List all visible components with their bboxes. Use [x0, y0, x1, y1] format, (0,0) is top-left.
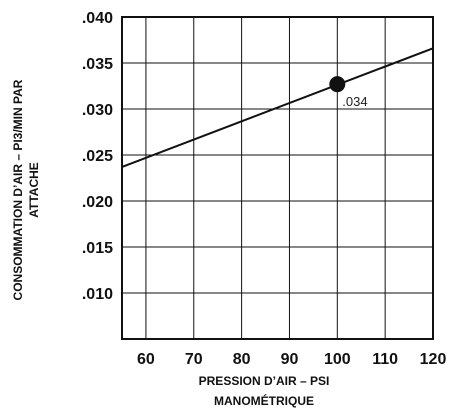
x-tick-labels: 60 70 80 90 100 110 120	[137, 351, 446, 368]
plot-frame	[121, 16, 434, 340]
y-tick-.030: .030	[82, 102, 113, 119]
x-axis-title-line1: PRESSION D’AIR – PSI	[199, 374, 330, 388]
highlight-point-label: .034	[342, 94, 367, 109]
x-tick-120: 120	[420, 351, 447, 368]
x-tick-100: 100	[324, 351, 351, 368]
x-tick-90: 90	[281, 351, 299, 368]
x-tick-70: 70	[185, 351, 203, 368]
y-tick-labels: .010 .015 .020 .025 .030 .035 .040	[82, 10, 113, 303]
y-tick-.010: .010	[82, 286, 113, 303]
y-tick-.025: .025	[82, 148, 113, 165]
y-tick-.040: .040	[82, 10, 113, 27]
y-tick-.035: .035	[82, 56, 113, 73]
series-line	[121, 47, 434, 168]
highlight-point	[329, 76, 346, 93]
x-tick-80: 80	[233, 351, 251, 368]
x-axis-title-line2: MANOMÉTRIQUE	[214, 393, 314, 408]
y-axis-title-line2: ATTACHE	[27, 162, 41, 218]
x-tick-110: 110	[372, 351, 398, 368]
y-tick-.015: .015	[82, 240, 113, 257]
y-axis-title-line1: CONSOMMATION D’AIR – PI3/MIN PAR	[11, 79, 25, 300]
x-tick-60: 60	[137, 351, 155, 368]
grid-lines	[122, 17, 433, 339]
y-tick-.020: .020	[82, 194, 113, 211]
